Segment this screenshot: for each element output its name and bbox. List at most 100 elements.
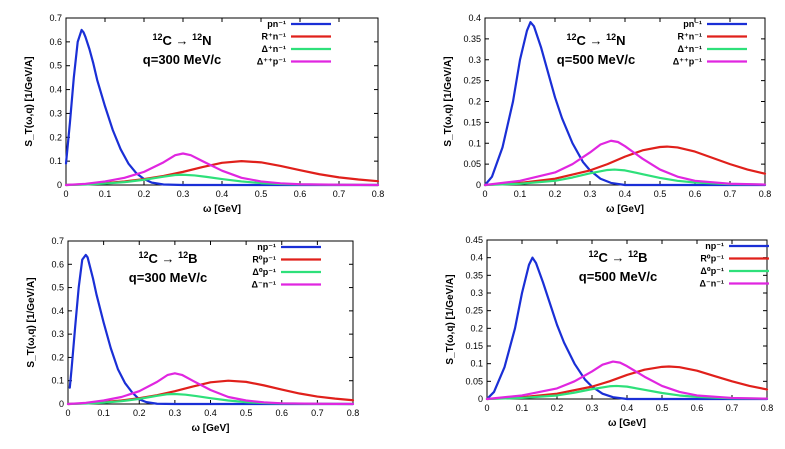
x-tick-label: 0.8 [347,408,360,418]
x-axis-label: ω [GeV] [192,423,230,434]
series-line [485,360,769,401]
x-tick-label: 0.1 [97,408,110,418]
chart-panel-12n-500: 0 0.1 0.2 0.3 0.4 0.5 0.6 0.7 0.8 0 0.05 0.1 0.15 0.2… [392,0,785,227]
x-tick-label: 0.5 [240,408,253,418]
y-tick-label: 0 [478,394,483,404]
y-tick-label: 0.2 [468,97,481,107]
y-tick-label: 0.2 [51,352,64,362]
y-tick-label: 0 [59,399,64,409]
y-tick-label: 0.1 [468,138,481,148]
y-tick-label: 0.35 [465,270,483,280]
series-line [66,372,355,406]
reaction-label: 12C → 12B [588,249,647,265]
x-tick-label: 0.4 [216,189,229,199]
y-tick-label: 0.7 [49,13,62,23]
x-axis-label: ω [GeV] [608,418,646,429]
chart-12b-300: 0 0.1 0.2 0.3 0.4 0.5 0.6 0.7 0.8 0 0.1 0.2 0.3 0.4 0.… [26,236,360,434]
y-tick-label: 0.25 [465,306,483,316]
y-tick-label: 0.15 [463,117,481,127]
x-tick-label: 0.8 [372,189,385,199]
series-line [483,21,767,187]
legend-label: R⁺n⁻¹ [262,32,287,42]
x-tick-label: 0.1 [516,403,529,413]
series-line [68,253,355,406]
y-tick-label: 0 [476,180,481,190]
legend-label: pn⁻¹ [683,19,702,29]
momentum-label: q=500 MeV/c [579,269,657,284]
legend-label: R⁺n⁻¹ [678,32,703,42]
series-line [483,145,767,187]
y-tick-label: 0.3 [468,55,481,65]
legend-label: Δ⁰p⁻¹ [252,267,276,277]
y-axis-label: S_T(ω,q) [1/GeV/A] [24,56,35,146]
legend-label: Δ⁺n⁻¹ [262,44,286,54]
legend-label: pn⁻¹ [267,19,286,29]
legend-label: Δ⁻n⁻¹ [700,279,724,289]
plot-frame [67,240,354,405]
chart-panel-12b-500: 0 0.1 0.2 0.3 0.4 0.5 0.6 0.7 0.8 0 0.05 0.1 0.15 0.2… [392,222,785,449]
x-tick-label: 0.1 [99,189,112,199]
x-tick-label: 0.6 [691,403,704,413]
chart-panel-12n-300: 0 0.1 0.2 0.3 0.4 0.5 0.6 0.7 0.8 0 0.1 0.2 0.3 0.4 0.… [0,0,392,227]
series-line [483,168,767,187]
x-tick-label: 0.3 [584,189,597,199]
y-tick-label: 0.5 [51,283,64,293]
chart-12n-500: 0 0.1 0.2 0.3 0.4 0.5 0.6 0.7 0.8 0 0.05 0.1 0.15 0.2… [443,13,771,215]
momentum-label: q=500 MeV/c [557,52,635,67]
y-tick-label: 0.2 [49,132,62,142]
y-tick-label: 0 [57,180,62,190]
y-axis-label: S_T(ω,q) [1/GeV/A] [445,274,456,364]
y-tick-label: 0.5 [49,61,62,71]
x-tick-label: 0 [63,189,68,199]
x-tick-label: 0.7 [333,189,346,199]
y-tick-label: 0.3 [470,288,483,298]
legend-label: np⁻¹ [705,241,724,251]
x-tick-label: 0.5 [255,189,268,199]
chart-12b-500: 0 0.1 0.2 0.3 0.4 0.5 0.6 0.7 0.8 0 0.05 0.1 0.15 0.2… [445,235,774,429]
y-tick-label: 0.4 [468,13,481,23]
legend-label: Δ⁺⁺p⁻¹ [257,57,286,67]
x-tick-label: 0.3 [169,408,182,418]
x-axis-label: ω [GeV] [606,204,644,215]
reaction-label: 12C → 12B [138,250,197,266]
legend-label: Δ⁻n⁻¹ [252,280,276,290]
series-line [483,139,767,187]
legend-label: Δ⁰p⁻¹ [700,266,724,276]
series-line [64,152,380,187]
y-tick-label: 0.1 [470,359,483,369]
chart-12n-300: 0 0.1 0.2 0.3 0.4 0.5 0.6 0.7 0.8 0 0.1 0.2 0.3 0.4 0.… [24,13,385,215]
y-tick-label: 0.4 [51,306,64,316]
x-tick-label: 0.8 [761,403,774,413]
x-tick-label: 0.7 [724,189,737,199]
x-tick-label: 0.6 [275,408,288,418]
reaction-label: 12C → 12N [152,32,211,48]
series-line [485,365,769,401]
x-tick-label: 0.4 [204,408,217,418]
y-tick-label: 0.15 [465,341,483,351]
x-tick-label: 0.6 [689,189,702,199]
x-tick-label: 0 [484,403,489,413]
x-tick-label: 0.4 [621,403,634,413]
y-tick-label: 0.1 [51,376,64,386]
chart-panel-12b-300: 0 0.1 0.2 0.3 0.4 0.5 0.6 0.7 0.8 0 0.1 0.2 0.3 0.4 0.… [0,222,392,449]
y-tick-label: 0.05 [463,159,481,169]
legend-label: np⁻¹ [257,242,276,252]
legend-label: Δ⁺n⁻¹ [678,44,702,54]
legend-label: Δ⁺⁺p⁻¹ [673,57,702,67]
x-tick-label: 0.2 [138,189,151,199]
x-tick-label: 0.7 [726,403,739,413]
series-line [485,256,769,401]
x-tick-label: 0 [482,189,487,199]
y-tick-label: 0.35 [463,34,481,44]
x-tick-label: 0.7 [311,408,324,418]
y-tick-label: 0.25 [463,76,481,86]
y-tick-label: 0.4 [470,253,483,263]
x-tick-label: 0.5 [656,403,669,413]
y-tick-label: 0.3 [49,108,62,118]
x-tick-label: 0.2 [549,189,562,199]
y-tick-label: 0.4 [49,85,62,95]
x-tick-label: 0.6 [294,189,307,199]
y-tick-label: 0.05 [465,376,483,386]
x-tick-label: 0.4 [619,189,632,199]
momentum-label: q=300 MeV/c [129,270,207,285]
